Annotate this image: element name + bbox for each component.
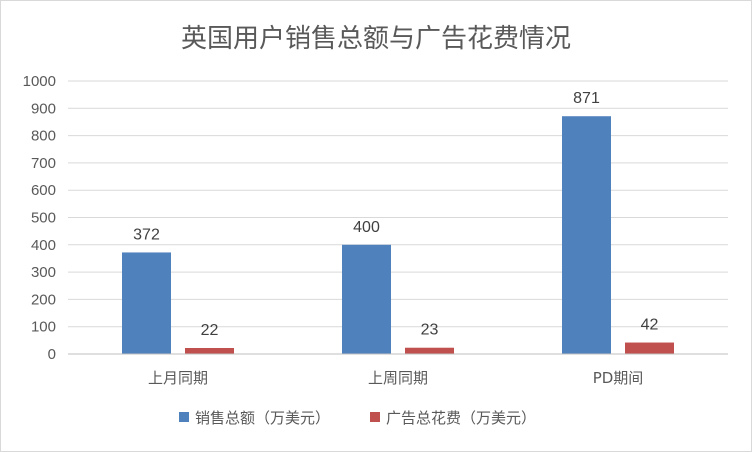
data-label: 23 [421,322,439,339]
bar-ad-spend [185,347,234,354]
bar-sales [122,252,171,354]
data-label: 400 [353,219,380,236]
legend-label-ad-spend: 广告总花费（万美元） [386,409,536,427]
y-tick-label: 500 [31,210,56,227]
y-tick-label: 800 [31,128,56,145]
legend-swatch-sales [179,412,189,422]
data-label: 372 [133,226,160,243]
y-tick-label: 700 [31,155,56,172]
data-label: 22 [201,322,219,339]
y-axis-ticks: 0 100 200 300 400 500 600 700 800 900 1000 [23,73,56,363]
data-label: 871 [573,90,600,107]
chart-title: 英国用户销售总额与广告花费情况 [181,24,571,54]
y-tick-label: 400 [31,237,56,254]
y-tick-label: 1000 [23,73,56,90]
data-label: 42 [641,317,659,334]
x-category-label: PD期间 [593,369,644,387]
bar-ad-spend [625,342,674,354]
bars [122,116,674,354]
legend: 销售总额（万美元） 广告总花费（万美元） [179,409,536,427]
y-tick-label: 200 [31,291,56,308]
x-category-label: 上月同期 [148,369,208,387]
y-tick-label: 600 [31,182,56,199]
bar-sales [342,244,391,354]
legend-swatch-ad-spend [370,412,380,422]
legend-label-sales: 销售总额（万美元） [195,409,330,427]
bar-sales [562,116,611,354]
y-tick-label: 900 [31,100,56,117]
y-tick-label: 0 [48,346,56,363]
x-category-label: 上周同期 [368,369,428,387]
x-axis: 上月同期 上周同期 PD期间 [68,353,728,387]
gridlines [68,80,728,328]
y-tick-label: 100 [31,319,56,336]
y-tick-label: 300 [31,264,56,281]
data-labels: 372 22 400 23 871 42 [133,90,658,339]
bar-ad-spend [405,347,454,354]
